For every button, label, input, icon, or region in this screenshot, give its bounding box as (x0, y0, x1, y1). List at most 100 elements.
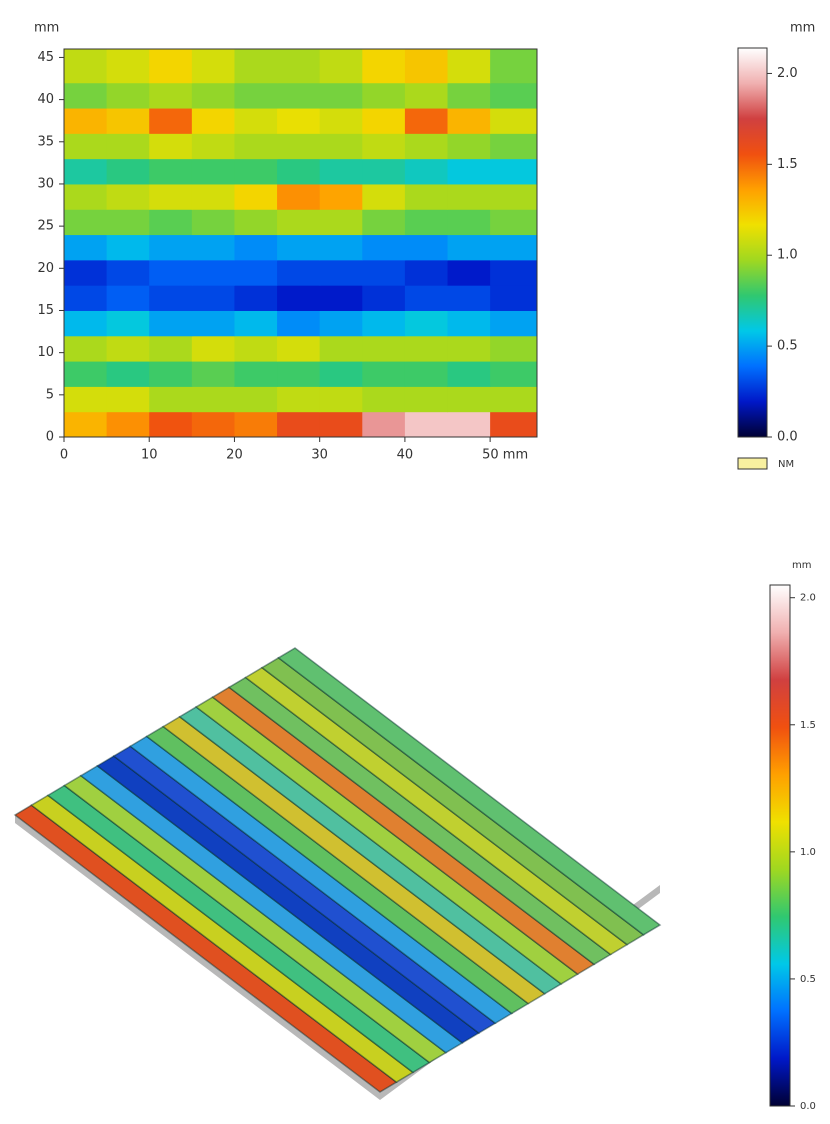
heat-cell (64, 285, 108, 311)
heat-cell (362, 335, 406, 362)
heat-cell (490, 234, 538, 261)
heat-cell (404, 335, 449, 362)
heat-cell (64, 133, 108, 160)
heat-cell (234, 158, 278, 185)
heat-cell (447, 285, 491, 311)
heat-cell (447, 386, 491, 413)
heat-cell (362, 234, 406, 261)
heat-cell (319, 49, 363, 84)
x-tick-label: 30 (311, 448, 328, 463)
heat-cell (191, 183, 235, 210)
y-tick-label: 40 (37, 92, 54, 107)
heat-cell (106, 49, 150, 84)
heat-cell (319, 361, 363, 387)
heat-cell (149, 285, 193, 311)
colorbar-tick-label: 1.0 (800, 847, 816, 858)
y-tick-label: 30 (37, 176, 54, 191)
heat-cell (319, 259, 363, 286)
heat-cell (447, 108, 491, 134)
heat-cell (106, 411, 150, 438)
heat-cell (106, 133, 150, 160)
heat-cell (277, 183, 321, 210)
heat-cell (234, 335, 278, 362)
colorbar-tick-label: 1.5 (800, 720, 816, 731)
heat-cell (490, 310, 538, 337)
heat-cell (191, 82, 235, 109)
heat-cell (490, 108, 538, 134)
heat-cell (106, 108, 150, 134)
heat-cell (64, 310, 108, 337)
heat-cell (404, 411, 449, 438)
colorbar-tick-label: 0.0 (777, 430, 798, 445)
heat-cell (277, 49, 321, 84)
colorbar-tick-label: 1.5 (777, 157, 798, 172)
heat-cell (447, 158, 491, 185)
heat-cell (64, 361, 108, 387)
heat-cell (447, 361, 491, 387)
heat-cell (404, 108, 449, 134)
surface-ridge (277, 647, 662, 936)
heat-cell (490, 285, 538, 311)
heat-cell (362, 209, 406, 236)
heat-cell (191, 335, 235, 362)
heat-cell (277, 82, 321, 109)
heat-cell (234, 285, 278, 311)
heat-cell (362, 158, 406, 185)
heat-cell (64, 386, 108, 413)
heat-cell (234, 234, 278, 261)
heat-cell (64, 335, 108, 362)
heat-cell (277, 310, 321, 337)
heat-cell (149, 411, 193, 438)
x-tick-label: 40 (397, 448, 414, 463)
heat-cell (319, 335, 363, 362)
heat-cell (447, 259, 491, 286)
heat-cell (277, 209, 321, 236)
heat-cell (404, 82, 449, 109)
colorbar-label: mm (790, 21, 815, 36)
heat-cell (490, 209, 538, 236)
heat-cell (106, 209, 150, 236)
heat-cell (319, 158, 363, 185)
heat-cell (191, 158, 235, 185)
heat-cell (490, 259, 538, 286)
colorbar-tick-label: 1.0 (777, 248, 798, 263)
heat-cell (490, 49, 538, 84)
y-tick-label: 15 (37, 303, 54, 318)
heat-cell (447, 133, 491, 160)
legend-label: NM (778, 459, 794, 470)
x-tick-label: 0 (60, 448, 68, 463)
heat-cell (277, 335, 321, 362)
surface-3d (13, 647, 662, 1100)
legend-swatch (737, 457, 768, 470)
heat-cell (447, 310, 491, 337)
heat-cell (362, 361, 406, 387)
colorbar-tick-label: 2.0 (800, 593, 816, 604)
heat-cell (362, 310, 406, 337)
heat-cell (234, 411, 278, 438)
heat-cell (404, 386, 449, 413)
heat-cell (106, 335, 150, 362)
heat-cell (149, 335, 193, 362)
heat-cell (404, 310, 449, 337)
heat-cell (191, 285, 235, 311)
heat-cell (490, 183, 538, 210)
heat-cell (447, 82, 491, 109)
heat-cell (362, 259, 406, 286)
heat-cell (319, 82, 363, 109)
heat-cell (106, 386, 150, 413)
heat-cell (362, 49, 406, 84)
heat-cell (319, 108, 363, 134)
heat-cell (64, 49, 108, 84)
heat-cell (234, 361, 278, 387)
colorbar-tick-label: 2.0 (777, 66, 798, 81)
heat-cell (191, 234, 235, 261)
heat-cell (362, 285, 406, 311)
heat-cell (404, 285, 449, 311)
y-tick-label: 10 (37, 345, 54, 360)
heat-cell (149, 361, 193, 387)
heat-cell (447, 49, 491, 84)
heat-cell (490, 158, 538, 185)
heat-cell (490, 133, 538, 160)
heat-cell (277, 234, 321, 261)
heat-cell (404, 133, 449, 160)
